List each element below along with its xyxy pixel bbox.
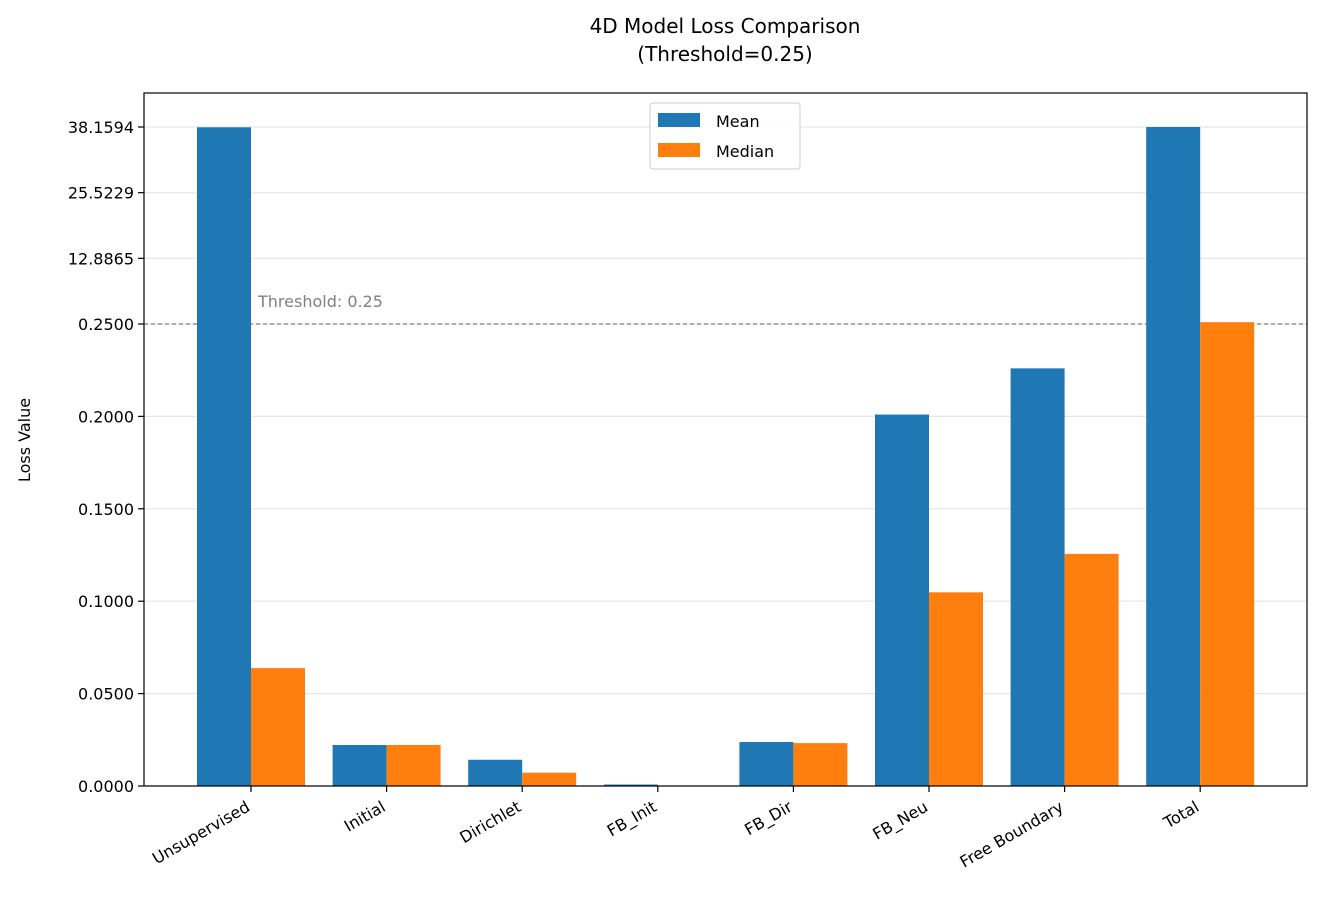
bar-median (929, 592, 983, 786)
y-tick-label: 0.0000 (78, 777, 134, 796)
y-tick-label: 0.0500 (78, 685, 134, 704)
threshold-label-bg (249, 282, 427, 320)
bar-median (793, 743, 848, 786)
threshold-label: Threshold: 0.25 (257, 292, 383, 311)
bar-mean (468, 759, 523, 786)
y-tick-label: 0.1500 (78, 500, 134, 519)
y-tick-label: 0.2500 (78, 315, 134, 334)
legend-swatch (658, 113, 700, 127)
bar-median (522, 772, 577, 786)
bar-mean (332, 744, 387, 786)
bar-median (1200, 322, 1255, 786)
bars (197, 126, 1255, 787)
bar-mean (739, 742, 794, 786)
bar-median (251, 668, 305, 786)
bar-median (1064, 553, 1119, 786)
bar-mean (197, 127, 251, 787)
legend-swatch (658, 143, 700, 157)
y-axis-label: Loss Value (15, 398, 34, 482)
plot-area-frame (143, 92, 1308, 787)
legend-label: Mean (716, 112, 760, 131)
threshold: Threshold: 0.25 (144, 282, 1307, 325)
y-tick-label: 25.5229 (68, 184, 134, 203)
chart-title: 4D Model Loss Comparison (590, 14, 861, 38)
bar-mean (1146, 126, 1201, 786)
y-tick-label: 0.1000 (78, 592, 134, 611)
y-axis: 0.0000 0.0500 0.1000 0.1500 0.2000 0.2500 12.8… (68, 118, 144, 796)
bar-mean (603, 784, 658, 786)
bar-mean (875, 414, 929, 786)
bar-median (386, 744, 441, 786)
y-tick-label: 12.8865 (68, 249, 134, 268)
bar-mean (1010, 368, 1065, 786)
y-tick-label: 0.2000 (78, 407, 134, 426)
legend: Mean Median (649, 102, 801, 170)
legend-label: Median (716, 142, 774, 161)
chart-subtitle: (Threshold=0.25) (637, 42, 812, 66)
y-tick-label: 38.1594 (68, 118, 134, 137)
